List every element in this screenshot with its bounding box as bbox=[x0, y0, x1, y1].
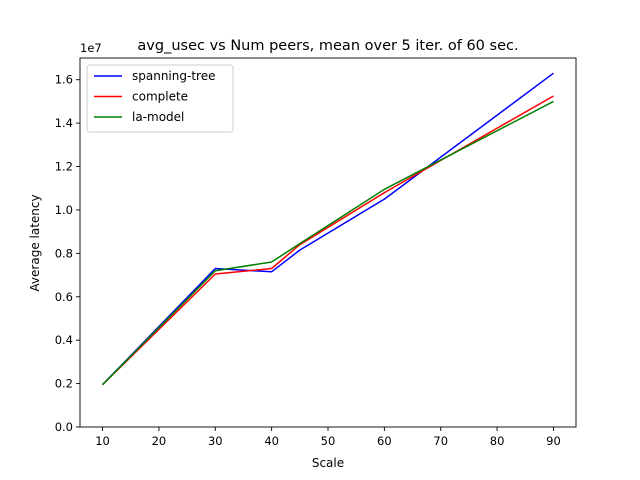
x-tick-label: 50 bbox=[321, 434, 336, 448]
y-tick-label: 0.2 bbox=[55, 377, 73, 391]
legend-label: la-model bbox=[132, 110, 184, 124]
series-line-spanning-tree bbox=[101, 72, 554, 386]
y-axis-ticks: 0.0 0.2 0.4 0.6 0.8 1.0 1.2 1.4 1.6 bbox=[55, 73, 80, 434]
x-tick-label: 30 bbox=[208, 434, 223, 448]
legend-box bbox=[86, 64, 234, 133]
x-tick-label: 90 bbox=[546, 434, 561, 448]
y-tick-label: 1.6 bbox=[55, 73, 73, 87]
y-offset-label: 1e7 bbox=[80, 41, 102, 55]
x-tick-label: 80 bbox=[490, 434, 505, 448]
y-tick-label: 1.4 bbox=[55, 116, 73, 130]
x-axis-ticks: 10 20 30 40 50 60 70 80 90 bbox=[95, 427, 561, 448]
legend: spanning-tree complete la-model bbox=[86, 64, 234, 133]
x-axis-label: Scale bbox=[312, 456, 344, 470]
x-tick-label: 40 bbox=[264, 434, 279, 448]
y-tick-label: 0.4 bbox=[55, 333, 73, 347]
series-lines bbox=[101, 72, 554, 386]
y-tick-label: 1.2 bbox=[55, 160, 73, 174]
series-line-complete bbox=[101, 95, 554, 386]
chart-title: avg_usec vs Num peers, mean over 5 iter.… bbox=[137, 38, 518, 54]
legend-label: spanning-tree bbox=[132, 69, 215, 83]
y-tick-label: 0.0 bbox=[55, 420, 73, 434]
x-tick-label: 10 bbox=[95, 434, 110, 448]
x-tick-label: 60 bbox=[377, 434, 392, 448]
legend-label: complete bbox=[132, 90, 188, 104]
y-tick-label: 1.0 bbox=[55, 203, 73, 217]
y-tick-label: 0.6 bbox=[55, 290, 73, 304]
x-tick-label: 20 bbox=[152, 434, 167, 448]
series-line-la-model bbox=[101, 100, 554, 386]
y-tick-label: 0.8 bbox=[55, 246, 73, 260]
x-tick-label: 70 bbox=[433, 434, 448, 448]
plot-frame bbox=[79, 57, 577, 428]
y-axis-label: Average latency bbox=[28, 194, 42, 291]
